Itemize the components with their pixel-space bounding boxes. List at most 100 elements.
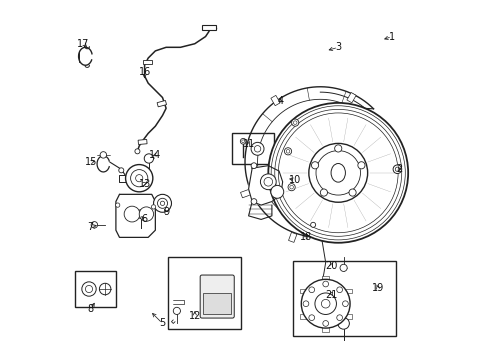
Bar	[202, 25, 216, 30]
Text: 13: 13	[139, 179, 151, 189]
Text: 4: 4	[278, 96, 284, 106]
Text: 11: 11	[243, 139, 255, 149]
Circle shape	[85, 285, 93, 293]
Circle shape	[340, 264, 347, 271]
Circle shape	[91, 222, 98, 228]
Text: 3: 3	[335, 42, 342, 52]
Circle shape	[309, 143, 368, 202]
Bar	[322, 276, 329, 280]
Bar	[344, 315, 352, 319]
Circle shape	[260, 174, 276, 190]
Circle shape	[290, 185, 294, 189]
Circle shape	[240, 138, 246, 144]
Bar	[344, 289, 352, 293]
Circle shape	[285, 148, 292, 155]
Circle shape	[303, 301, 309, 307]
Circle shape	[131, 170, 148, 187]
Text: 12: 12	[189, 311, 201, 321]
Circle shape	[288, 184, 295, 191]
Circle shape	[264, 177, 272, 186]
Circle shape	[100, 152, 107, 158]
Circle shape	[309, 315, 315, 320]
Circle shape	[251, 199, 257, 204]
Bar	[294, 261, 395, 336]
Circle shape	[393, 165, 402, 174]
Circle shape	[153, 194, 172, 212]
Bar	[232, 134, 274, 164]
Text: 5: 5	[159, 319, 166, 328]
Circle shape	[323, 320, 329, 326]
Circle shape	[254, 145, 261, 152]
Bar	[143, 59, 152, 64]
Bar	[300, 289, 307, 293]
Circle shape	[320, 189, 327, 196]
Text: 1: 1	[389, 32, 395, 41]
Circle shape	[337, 287, 343, 293]
Circle shape	[157, 198, 168, 208]
Bar	[347, 93, 356, 103]
Text: 20: 20	[325, 261, 337, 271]
Circle shape	[349, 189, 356, 196]
Circle shape	[337, 315, 343, 320]
Text: 10: 10	[289, 175, 301, 185]
Text: 15: 15	[85, 157, 97, 167]
Circle shape	[137, 210, 146, 219]
Text: 21: 21	[325, 290, 337, 300]
Bar	[138, 139, 147, 144]
Bar	[300, 315, 307, 319]
Text: 16: 16	[139, 67, 151, 77]
Circle shape	[242, 140, 245, 143]
Ellipse shape	[331, 163, 345, 182]
Text: 14: 14	[149, 150, 162, 160]
Bar	[289, 232, 297, 242]
Circle shape	[278, 113, 398, 233]
Bar	[168, 257, 242, 329]
Circle shape	[358, 162, 365, 169]
Circle shape	[125, 165, 153, 192]
Circle shape	[271, 185, 284, 198]
Circle shape	[323, 281, 329, 287]
Circle shape	[173, 307, 180, 315]
Text: 6: 6	[142, 215, 147, 224]
Text: 17: 17	[77, 39, 90, 49]
Circle shape	[251, 142, 264, 155]
FancyBboxPatch shape	[200, 275, 234, 318]
Circle shape	[116, 203, 120, 207]
Circle shape	[275, 109, 402, 236]
Bar	[241, 189, 250, 198]
Circle shape	[119, 168, 124, 173]
Circle shape	[269, 103, 408, 243]
Bar	[74, 271, 116, 307]
Polygon shape	[248, 166, 283, 205]
Circle shape	[395, 167, 399, 171]
Circle shape	[321, 300, 330, 308]
Bar	[203, 293, 231, 315]
Circle shape	[343, 301, 348, 307]
Text: 7: 7	[88, 222, 94, 231]
Bar	[322, 327, 329, 332]
Circle shape	[251, 163, 257, 168]
Text: 2: 2	[396, 164, 402, 174]
Bar	[157, 100, 167, 107]
Circle shape	[294, 121, 297, 125]
Circle shape	[271, 106, 405, 240]
Circle shape	[151, 205, 156, 209]
Circle shape	[144, 154, 153, 163]
Circle shape	[338, 318, 349, 329]
Circle shape	[82, 282, 96, 296]
Circle shape	[135, 149, 140, 154]
Bar	[271, 95, 280, 106]
Text: 19: 19	[371, 283, 384, 293]
Circle shape	[124, 206, 140, 222]
Circle shape	[99, 283, 111, 295]
Circle shape	[309, 287, 315, 293]
Circle shape	[301, 279, 350, 328]
Circle shape	[292, 119, 299, 126]
Circle shape	[139, 207, 153, 221]
Circle shape	[335, 145, 342, 152]
Circle shape	[316, 150, 361, 195]
Text: 18: 18	[300, 232, 312, 242]
Circle shape	[160, 201, 165, 206]
Circle shape	[286, 149, 290, 153]
Circle shape	[136, 175, 143, 182]
